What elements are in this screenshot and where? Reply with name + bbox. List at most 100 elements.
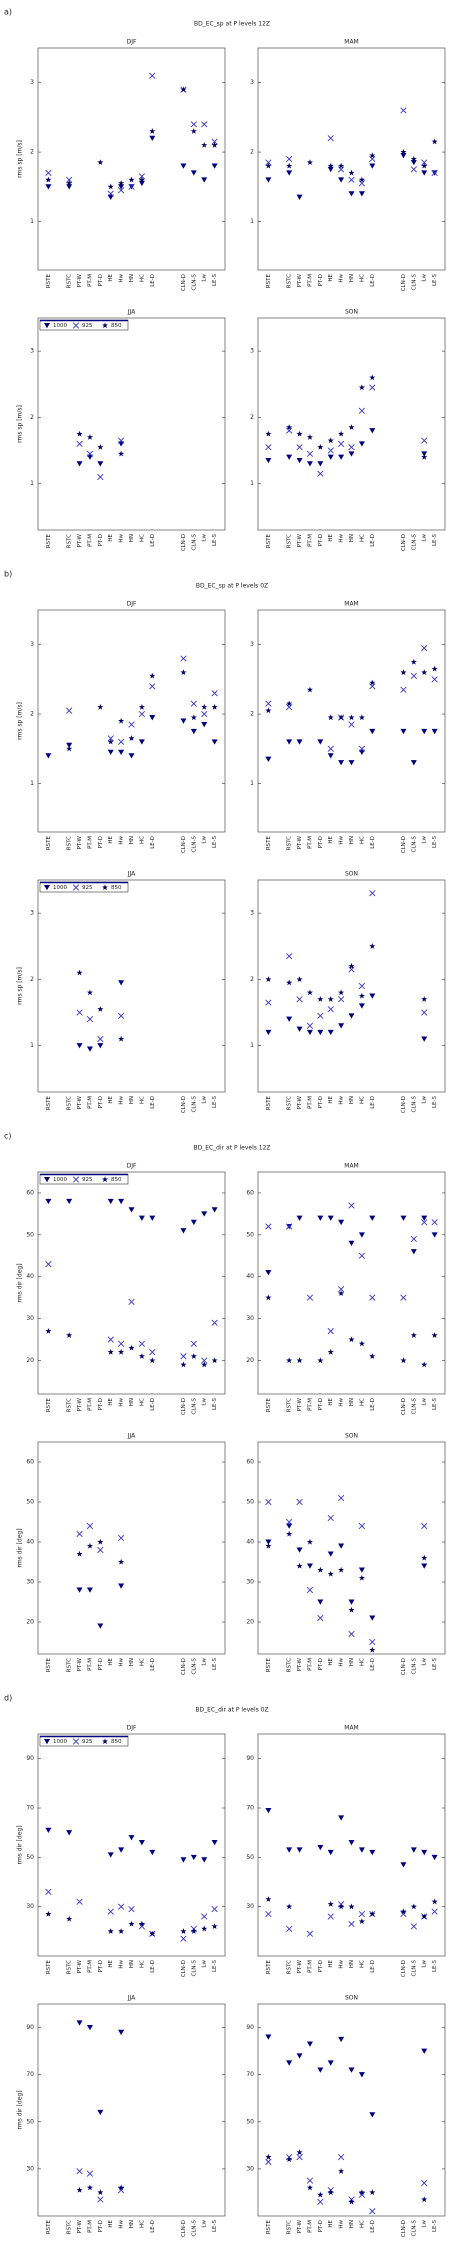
marker-1000 <box>338 1815 345 1821</box>
marker-850 <box>327 996 334 1002</box>
marker-925 <box>348 721 355 728</box>
marker-925 <box>201 121 208 128</box>
marker-1000 <box>327 1849 334 1856</box>
x-tick-label: PT-M <box>87 1658 93 1671</box>
marker-850 <box>348 424 355 430</box>
marker-850 <box>421 669 428 676</box>
marker-1000 <box>118 1198 125 1205</box>
marker-850 <box>86 989 93 996</box>
marker-1000 <box>190 170 197 176</box>
y-tick-label: 90 <box>26 1755 34 1762</box>
x-tick-label: PT-M <box>87 534 93 547</box>
y-tick-label: 1 <box>250 1042 254 1049</box>
marker-925 <box>421 1522 428 1530</box>
marker-1000 <box>211 1207 218 1213</box>
plot-frame <box>257 1171 446 1395</box>
marker-850 <box>265 2153 272 2160</box>
x-tick-label: RSTC <box>67 836 73 850</box>
marker-1000 <box>400 153 407 159</box>
x-tick-label: HN <box>349 1658 355 1666</box>
marker-850 <box>400 1357 407 1364</box>
marker-1000 <box>306 461 313 467</box>
marker-1000 <box>265 756 272 762</box>
panel: SON 1 2 3 RSTE RSTC PT-W PT-M PT-D HE Hw HN HC LE-D CL… <box>250 871 446 1113</box>
marker-925 <box>76 440 83 447</box>
marker-850 <box>369 679 376 686</box>
x-tick-label: Lw <box>202 1657 208 1665</box>
x-tick-label: LE-D <box>370 1960 376 1973</box>
marker-925 <box>296 1498 303 1506</box>
marker-925 <box>400 1294 407 1301</box>
plot-frame <box>37 1733 226 1957</box>
y-tick-label: 2 <box>30 711 34 718</box>
marker-850 <box>296 1562 303 1569</box>
marker-850 <box>410 155 417 162</box>
marker-925 <box>369 1638 376 1646</box>
panel: DJF rms dir [deg] 30 50 70 90 RSTE RSTC PT-W PT-M… <box>17 1725 226 1977</box>
x-tick-label: RSTC <box>287 1658 293 1672</box>
marker-850 <box>211 1357 218 1364</box>
panel: DJF rms sp [m/s] 1 2 3 RSTE RSTC PT-W PT-M PT-D HE… <box>17 39 226 291</box>
marker-850 <box>358 2189 365 2196</box>
marker-1000 <box>97 1623 104 1629</box>
marker-1000 <box>149 135 156 141</box>
x-tick-label: HN <box>349 274 355 282</box>
section-title: BD_EC_sp at P levels 0Z <box>196 583 268 590</box>
marker-850 <box>358 384 365 391</box>
marker-925 <box>306 1294 314 1301</box>
y-axis-label: rms sp [m/s] <box>17 967 24 1005</box>
marker-925 <box>117 1534 125 1542</box>
marker-1000 <box>296 457 303 464</box>
x-tick-label: PT-D <box>98 1096 104 1108</box>
x-tick-label: HC <box>359 274 365 282</box>
marker-925 <box>265 2158 272 2165</box>
section-label: d) <box>4 1694 12 1703</box>
marker-1000 <box>410 159 417 166</box>
x-tick-label: CLN-D <box>181 836 187 853</box>
x-tick-label: HE <box>328 2219 334 2227</box>
marker-925 <box>86 450 94 457</box>
y-tick-label: 3 <box>250 910 254 917</box>
marker-1000 <box>348 1599 355 1605</box>
marker-925 <box>327 745 334 752</box>
marker-850 <box>265 1896 272 1902</box>
x-tick-label: CLN-D <box>181 1398 187 1415</box>
panel-title: JJA <box>127 871 136 878</box>
marker-850 <box>286 424 293 430</box>
marker-1000 <box>358 2072 365 2078</box>
marker-925 <box>306 1586 314 1594</box>
marker-925 <box>369 384 376 391</box>
x-tick-label: Lw <box>422 1397 428 1405</box>
marker-925 <box>327 1328 334 1335</box>
x-tick-label: HC <box>359 1960 365 1968</box>
x-tick-label: CLN-D <box>181 1960 187 1977</box>
x-tick-label: RSTC <box>287 2220 293 2234</box>
x-tick-label: PT-M <box>87 2220 93 2233</box>
panel-title: JJA <box>127 1995 136 2002</box>
x-tick-label: PT-D <box>318 836 324 848</box>
marker-850 <box>400 1908 407 1915</box>
x-tick-label: CLN-S <box>411 273 417 290</box>
marker-850 <box>286 1357 293 1364</box>
section-title: BD_EC_sp at P levels 12Z <box>194 21 270 28</box>
marker-1000 <box>265 2034 272 2040</box>
x-tick-label: CLN-S <box>191 1397 197 1414</box>
marker-850 <box>265 430 272 437</box>
x-tick-label: Lw <box>422 835 428 843</box>
marker-925 <box>337 1494 345 1502</box>
legend-marker <box>101 884 109 891</box>
marker-1000 <box>149 1215 156 1221</box>
marker-850 <box>86 1542 93 1549</box>
x-tick-label: RSTE <box>266 835 272 850</box>
marker-1000 <box>201 1857 208 1863</box>
y-tick-label: 30 <box>246 1579 254 1586</box>
plot-frame <box>37 1441 226 1655</box>
x-tick-label: LE-S <box>432 2219 438 2232</box>
marker-925 <box>317 470 324 477</box>
marker-1000 <box>286 739 293 745</box>
marker-850 <box>421 1913 428 1920</box>
marker-1000 <box>180 1228 187 1234</box>
marker-1000 <box>138 1215 145 1221</box>
marker-1000 <box>201 721 208 728</box>
x-tick-label: PT-D <box>98 836 104 848</box>
